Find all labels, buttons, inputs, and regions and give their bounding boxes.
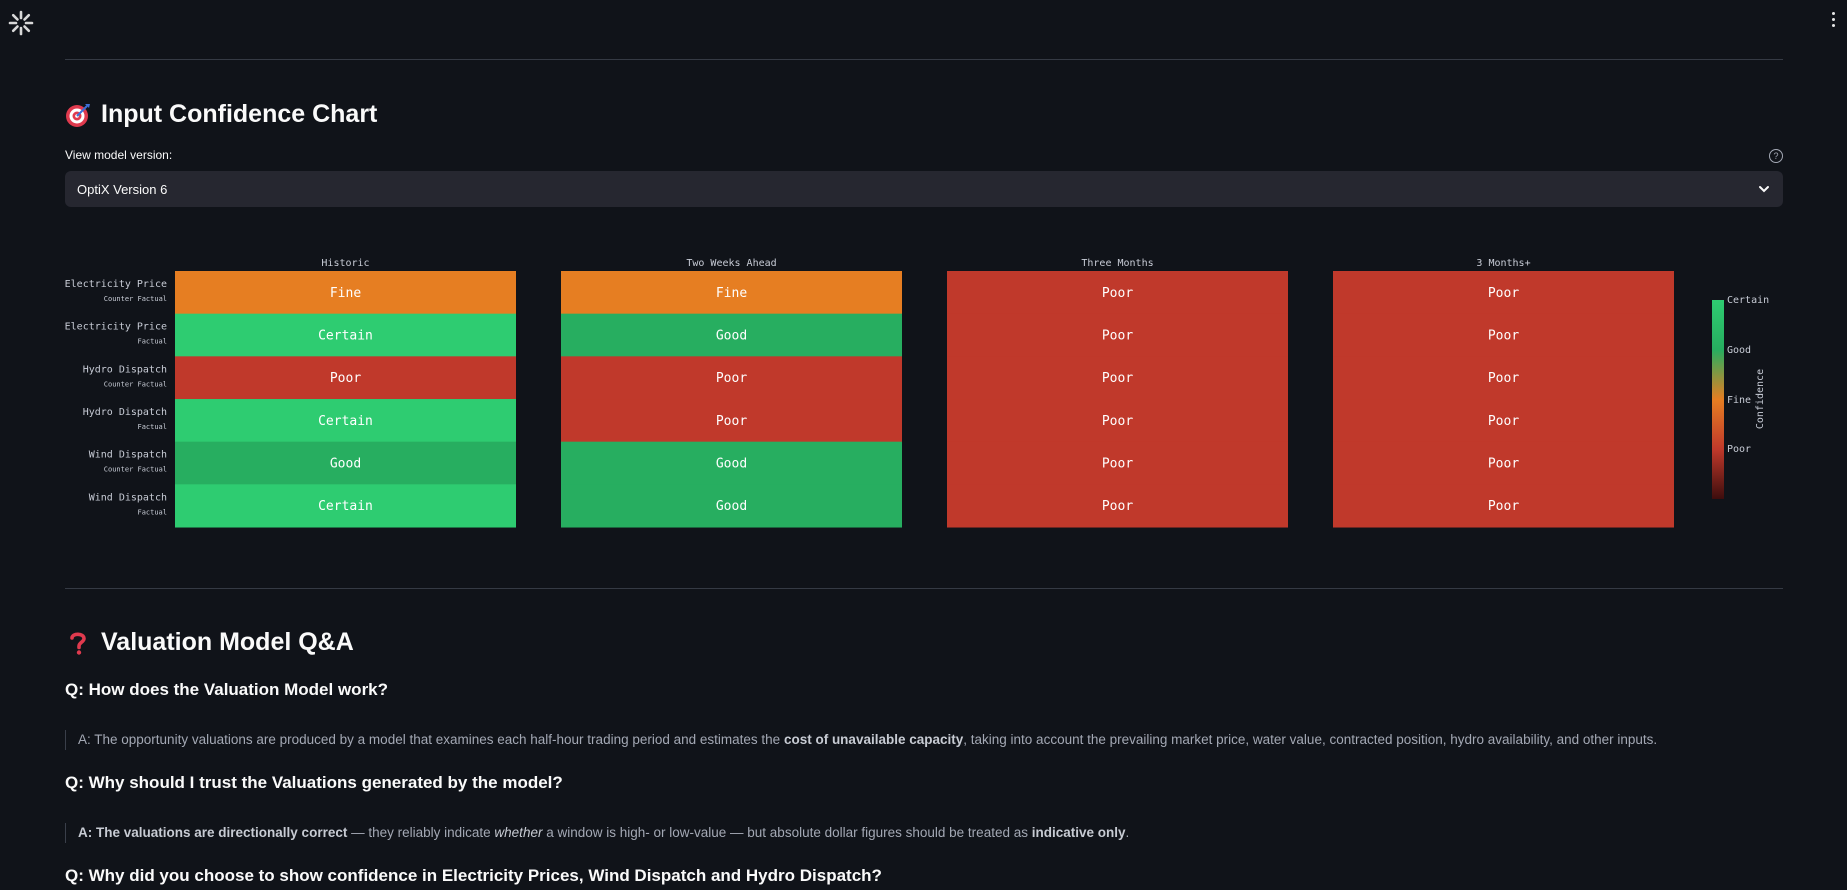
cell-value: Good — [716, 457, 747, 472]
heatmap-cell — [561, 441, 902, 485]
colorbar-tick-label: Good — [1727, 345, 1751, 356]
heatmap-cell — [175, 356, 516, 400]
colorbar — [1712, 300, 1724, 499]
heatmap-cell — [947, 441, 1288, 485]
cell-value: Poor — [1102, 499, 1133, 514]
heatmap-cell — [1333, 399, 1674, 443]
qa-question: Q: Why did you choose to show confidence… — [65, 866, 882, 885]
confidence-heatmap: Historic Two Weeks Ahead Three Months 3 Mon… — [65, 258, 1769, 528]
heatmap-cell — [561, 356, 902, 400]
colorbar-tick-label: Certain — [1727, 295, 1769, 306]
cell-value: Poor — [1488, 286, 1519, 301]
qa-answer: A: The valuations are directionally corr… — [65, 823, 1796, 843]
cell-value: Poor — [1102, 329, 1133, 344]
chevron-down-icon — [1759, 186, 1769, 193]
heatmap-cell — [947, 356, 1288, 400]
column-header: Historic — [321, 258, 369, 269]
colorbar-tick-label: Poor — [1727, 444, 1751, 455]
divider — [65, 59, 1783, 60]
cell-value: Poor — [1102, 371, 1133, 386]
row-label: Hydro Dispatch — [83, 407, 167, 418]
qa-title: Valuation Model Q&A — [101, 628, 354, 656]
cell-value: Certain — [318, 499, 373, 514]
heatmap-cell — [175, 484, 516, 528]
heatmap-cell — [561, 271, 902, 315]
heatmap-cell — [947, 271, 1288, 315]
qa-question: Q: How does the Valuation Model work? — [65, 680, 389, 699]
cell-value: Good — [716, 499, 747, 514]
row-label: Wind Dispatch — [89, 450, 167, 461]
cell-value: Fine — [330, 286, 361, 301]
row-label: Electricity Price — [65, 279, 167, 290]
heatmap-cell — [947, 399, 1288, 443]
cell-value: Certain — [318, 329, 373, 344]
column-header: Three Months — [1081, 258, 1153, 269]
heatmap-cell — [175, 441, 516, 485]
target-emoji-icon — [66, 103, 90, 127]
question-mark-emoji-icon — [70, 632, 86, 655]
row-sublabel: Factual — [137, 338, 167, 346]
cell-value: Poor — [1488, 499, 1519, 514]
cell-value: Good — [716, 329, 747, 344]
qa-question: Q: Why should I trust the Valuations gen… — [65, 773, 563, 792]
heatmap-cell — [175, 271, 516, 315]
cell-value: Good — [330, 457, 361, 472]
help-icon[interactable]: ? — [1769, 149, 1783, 163]
qa-answer: A: The opportunity valuations are produc… — [65, 730, 1796, 750]
row-label: Wind Dispatch — [89, 492, 167, 503]
section-title-confidence: Input Confidence Chart — [65, 100, 377, 129]
row-sublabel: Counter Factual — [104, 295, 167, 303]
cell-value: Poor — [716, 371, 747, 386]
colorbar-tick-label: Fine — [1727, 395, 1751, 406]
row-label: Hydro Dispatch — [83, 364, 167, 375]
page-title: Input Confidence Chart — [101, 100, 378, 128]
heatmap-cell — [175, 399, 516, 443]
row-label: Electricity Price — [65, 322, 167, 333]
select-label: View model version: — [65, 148, 173, 162]
select-value: OptiX Version 6 — [77, 181, 168, 197]
cell-value: Poor — [1488, 414, 1519, 429]
cell-value: Poor — [1488, 457, 1519, 472]
cell-value: Poor — [330, 371, 361, 386]
vertical-dots-icon[interactable] — [1828, 12, 1838, 32]
cell-value: Poor — [1488, 329, 1519, 344]
column-header: 3 Months+ — [1476, 258, 1530, 269]
heatmap-cell — [561, 484, 902, 528]
cell-value: Certain — [318, 414, 373, 429]
heatmap-cell — [561, 399, 902, 443]
cell-value: Poor — [1102, 414, 1133, 429]
row-sublabel: Factual — [137, 423, 167, 431]
colorbar-title: Confidence — [1755, 369, 1766, 429]
heatmap-cell — [1333, 441, 1674, 485]
section-title-qa: Valuation Model Q&A — [65, 628, 354, 657]
row-sublabel: Counter Factual — [104, 380, 167, 388]
cell-value: Fine — [716, 286, 747, 301]
heatmap-cell — [1333, 313, 1674, 357]
row-sublabel: Factual — [137, 508, 167, 516]
heatmap-cell — [175, 313, 516, 357]
spinner-logo-icon[interactable] — [7, 9, 35, 37]
heatmap-cell — [1333, 484, 1674, 528]
cell-value: Poor — [1102, 286, 1133, 301]
model-version-select[interactable]: OptiX Version 6 — [65, 171, 1783, 207]
row-sublabel: Counter Factual — [104, 466, 167, 474]
cell-value: Poor — [1102, 457, 1133, 472]
cell-value: Poor — [716, 414, 747, 429]
heatmap-cell — [1333, 271, 1674, 315]
heatmap-cell — [947, 484, 1288, 528]
divider — [65, 588, 1783, 589]
cell-value: Poor — [1488, 371, 1519, 386]
heatmap-cell — [947, 313, 1288, 357]
heatmap-cell — [1333, 356, 1674, 400]
top-bar — [0, 0, 1847, 44]
heatmap-cell — [561, 313, 902, 357]
column-header: Two Weeks Ahead — [686, 258, 776, 269]
